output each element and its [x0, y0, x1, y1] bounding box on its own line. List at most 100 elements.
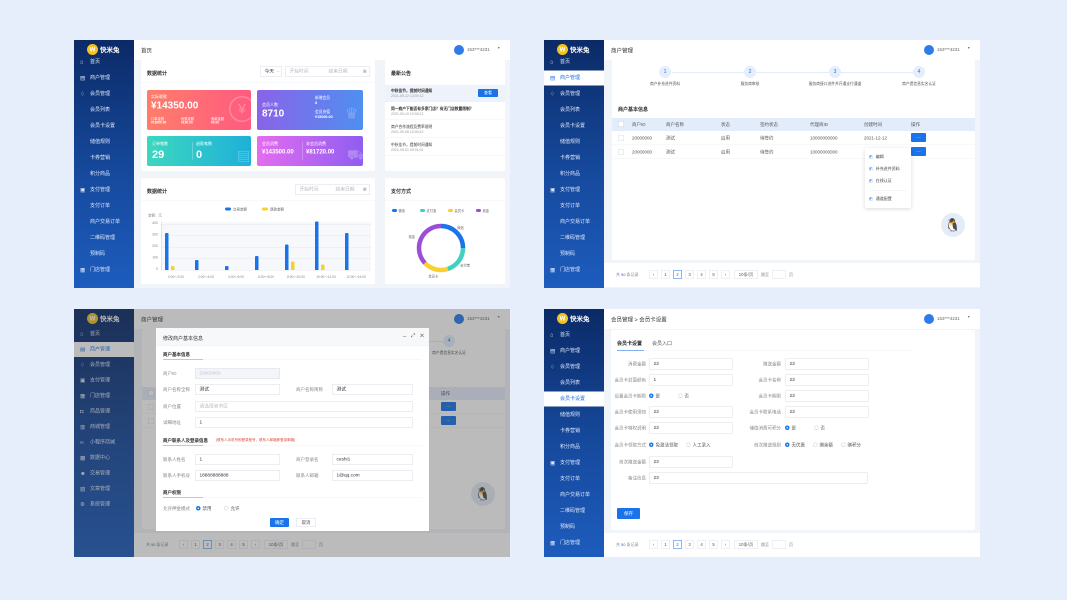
sidebar-item[interactable]: 商户交易订单	[544, 488, 604, 503]
jump-input[interactable]	[772, 270, 786, 279]
field-input[interactable]: 23	[785, 406, 869, 418]
radio-icon[interactable]	[649, 393, 654, 398]
tab[interactable]: 会员入口	[652, 341, 672, 347]
sidebar-item[interactable]: ♢ 会员管理	[74, 87, 134, 102]
field-input[interactable]: 1	[649, 374, 733, 386]
sidebar-item[interactable]: 会员卡设置	[74, 119, 134, 134]
page-button[interactable]: 4	[697, 540, 706, 549]
sidebar-item[interactable]: 会员列表	[544, 103, 604, 118]
radio-option[interactable]: 免激活领取	[649, 442, 678, 448]
page-size-select[interactable]: 10条/页	[734, 540, 758, 549]
more-actions-button[interactable]: ···	[911, 147, 926, 156]
sidebar-item[interactable]: ▣ 支付管理	[544, 183, 604, 198]
field-input[interactable]: 23	[785, 358, 869, 370]
radio-icon[interactable]	[785, 425, 790, 430]
sidebar-item[interactable]: 二维码管理	[74, 231, 134, 246]
field-input[interactable]: 23	[649, 406, 733, 418]
page-size-select[interactable]: 10条/页	[264, 540, 288, 549]
sidebar-item[interactable]: ▤ 商户管理	[74, 342, 134, 357]
chart-date-range[interactable]: 开始时间 结束日期 ▣	[295, 184, 370, 195]
notice-item[interactable]: 中秋佳节，提前时间通知 2021-09-01 09:01:01	[385, 139, 505, 156]
confirm-button[interactable]: 确定	[270, 518, 289, 527]
sidebar-item[interactable]: ▦ 门店管理	[74, 389, 134, 404]
sidebar-item[interactable]: ♢ 会员管理	[544, 360, 604, 375]
radio-option[interactable]: 禁用	[196, 506, 212, 512]
page-size-select[interactable]: 10条/页	[734, 270, 758, 279]
sidebar-item[interactable]: ⌂ 首页	[544, 328, 604, 343]
sidebar-item[interactable]: 积分商品	[74, 167, 134, 182]
sidebar-item[interactable]: 支付订单	[544, 199, 604, 214]
page-button[interactable]: 2	[203, 540, 212, 549]
radio-option[interactable]: 否	[814, 425, 825, 431]
sidebar-item[interactable]: 二维码管理	[544, 504, 604, 519]
sidebar-item[interactable]: ⌂ 首页	[544, 55, 604, 70]
email-input[interactable]: 1@qq.com	[332, 470, 413, 481]
row-checkbox[interactable]	[148, 418, 154, 424]
radio-icon[interactable]	[841, 442, 846, 447]
view-button[interactable]: 查看	[478, 89, 498, 97]
sidebar-item[interactable]: 商户交易订单	[544, 215, 604, 230]
sidebar-item[interactable]: 会员列表	[74, 103, 134, 118]
sidebar-item[interactable]: 支付订单	[74, 199, 134, 214]
address-input[interactable]: 1	[195, 417, 413, 428]
sidebar-item[interactable]: ▩ 数据中心	[74, 451, 134, 466]
sidebar-item[interactable]: 卡券营销	[544, 424, 604, 439]
row-checkbox[interactable]	[618, 149, 624, 155]
sidebar-item[interactable]: 积分商品	[544, 167, 604, 182]
radio-icon[interactable]	[813, 442, 818, 447]
menu-item[interactable]: ◩ 通道配置	[869, 195, 909, 203]
sidebar-item[interactable]: ⌂ 首页	[74, 327, 134, 342]
page-button[interactable]: 5	[709, 540, 718, 549]
menu-item[interactable]: ◩ 补充进件资料	[869, 165, 909, 173]
save-button[interactable]: 保存	[617, 508, 640, 519]
next-page-button[interactable]: ›	[721, 540, 730, 549]
sidebar-item[interactable]: ▧ 文章管理	[74, 482, 134, 497]
qq-chat-button[interactable]: 🐧	[941, 213, 965, 237]
sidebar-item[interactable]: ▣ 支付管理	[544, 456, 604, 471]
prev-page-button[interactable]: ‹	[649, 540, 658, 549]
sidebar-item[interactable]: 储值规则	[544, 135, 604, 150]
prev-page-button[interactable]: ‹	[649, 270, 658, 279]
period-select[interactable]: 今天 ⌄	[260, 66, 282, 77]
more-actions-button[interactable]: ···	[911, 133, 926, 142]
sidebar-item[interactable]: ▤ 商户管理	[544, 344, 604, 359]
sidebar-item[interactable]: ▣ 支付管理	[74, 183, 134, 198]
page-button[interactable]: 5	[239, 540, 248, 549]
page-button[interactable]: 2	[673, 270, 682, 279]
radio-option[interactable]: 是	[649, 393, 660, 399]
radio-icon[interactable]	[196, 506, 201, 511]
menu-item[interactable]: ◩ 编辑	[869, 153, 909, 161]
page-button[interactable]: 3	[685, 540, 694, 549]
radio-icon[interactable]	[678, 393, 683, 398]
sidebar-item[interactable]: 预制码	[74, 247, 134, 262]
remark-input[interactable]: 23	[649, 472, 868, 484]
sidebar-item[interactable]: 储值规则	[544, 408, 604, 423]
sidebar-item[interactable]: ▤ 商户管理	[74, 71, 134, 86]
notice-item[interactable]: 商户合作流程及费率说明 2021-09-08 10:00:12	[385, 121, 505, 138]
page-button[interactable]: 4	[697, 270, 706, 279]
sidebar-item[interactable]: 储值规则	[74, 135, 134, 150]
radio-icon[interactable]	[686, 442, 691, 447]
sidebar-item[interactable]: 积分商品	[544, 440, 604, 455]
sidebar-item[interactable]: 卡券营销	[74, 151, 134, 166]
date-range-input[interactable]: 开始时间 结束日期 ▣	[285, 66, 370, 77]
select-all-checkbox[interactable]	[148, 390, 154, 396]
sidebar-item[interactable]: ▦ 门店管理	[74, 263, 134, 278]
qq-chat-button[interactable]: 🐧	[471, 482, 495, 506]
full-name-input[interactable]: 测试	[195, 384, 280, 395]
sidebar-item[interactable]: ▦ 门店管理	[544, 536, 604, 551]
notice-item[interactable]: 同一商户下能否有多家门店？有无门店数量限制？ 2021-09-10 19:00:1…	[385, 103, 505, 120]
jump-input[interactable]	[772, 540, 786, 549]
field-input[interactable]: 23	[785, 374, 869, 386]
location-placeholder-input[interactable]: 请选择省市区	[195, 401, 413, 412]
sidebar-item[interactable]: 会员卡设置	[544, 391, 604, 407]
sidebar-item[interactable]: ♢ 会员管理	[544, 87, 604, 102]
phone-input[interactable]: 18888888888	[195, 470, 280, 481]
row-checkbox[interactable]	[618, 135, 624, 141]
user-menu[interactable]: 153***4231 ▼	[454, 313, 504, 325]
field-input[interactable]: 23	[649, 358, 733, 370]
radio-option[interactable]: 赠积分	[841, 442, 861, 448]
sidebar-item[interactable]: ☻ 交易管理	[74, 466, 134, 481]
page-button[interactable]: 4	[227, 540, 236, 549]
contact-name-input[interactable]: 1	[195, 454, 280, 465]
